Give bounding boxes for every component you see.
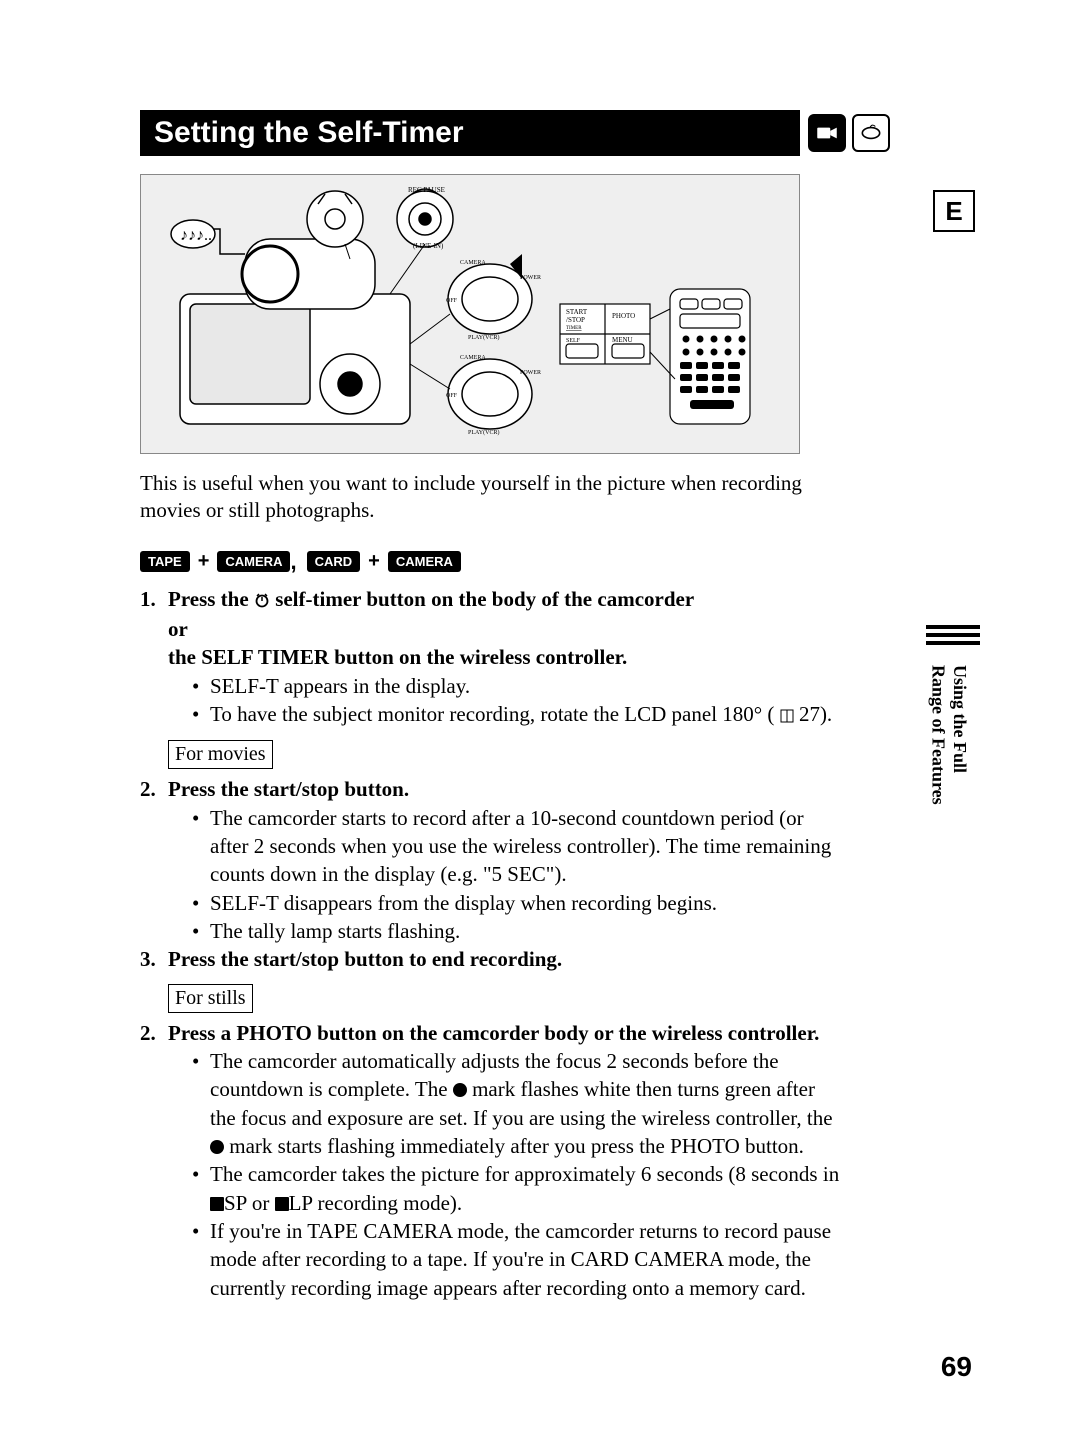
page-number: 69: [941, 1351, 972, 1383]
step-3-heading: 3. Press the start/stop button to end re…: [140, 945, 840, 973]
bullet: SELF-T disappears from the display when …: [192, 889, 840, 917]
step-2m-bullets: The camcorder starts to record after a 1…: [192, 804, 840, 946]
camcorder-illustration: ♪♪♪.. REC PAUSE (LINE-IN): [140, 174, 800, 454]
svg-text:POWER: POWER: [520, 370, 541, 376]
page-ref: 27: [799, 702, 820, 726]
section-label: Using the FullRange of Features: [927, 665, 970, 825]
svg-text:OFF: OFF: [446, 393, 458, 399]
camera-badge: CAMERA: [217, 551, 290, 572]
step-3-text: Press the start/stop button to end recor…: [168, 945, 840, 973]
step-number: 1.: [140, 585, 168, 615]
step-1-text-a: Press the: [168, 587, 254, 611]
page-ref-icon: [780, 702, 794, 730]
intro-text: This is useful when you want to include …: [140, 470, 820, 525]
for-stills-label: For stills: [168, 984, 253, 1013]
language-indicator: E: [933, 190, 975, 232]
bullet: The tally lamp starts flashing.: [192, 917, 840, 945]
page-title: Setting the Self-Timer: [140, 110, 800, 156]
svg-text:POWER: POWER: [520, 275, 541, 281]
step-1-line3: the SELF TIMER button on the wireless co…: [168, 643, 840, 671]
mode-icons: [808, 114, 890, 152]
instructions: 1. Press the self-timer button on the bo…: [140, 585, 840, 1303]
card-icon: [210, 1197, 224, 1211]
step-2s-text: Press a PHOTO button on the camcorder bo…: [168, 1019, 840, 1047]
step-number: 3.: [140, 945, 168, 973]
bullet: The camcorder takes the picture for appr…: [192, 1160, 840, 1217]
record-dot-icon: [453, 1083, 467, 1097]
svg-text:TIMER: TIMER: [566, 326, 582, 331]
section-marker-bars: [926, 625, 980, 649]
step-number: 2.: [140, 1019, 168, 1047]
bullet: The camcorder automatically adjusts the …: [192, 1047, 840, 1160]
step-2s-bullets: The camcorder automatically adjusts the …: [192, 1047, 840, 1302]
step-2m-heading: 2. Press the start/stop button.: [140, 775, 840, 803]
record-dot-icon: [210, 1140, 224, 1154]
step-1-heading: 1. Press the self-timer button on the bo…: [140, 585, 840, 615]
step-1-or: or: [168, 615, 840, 643]
card-icon: [275, 1197, 289, 1211]
svg-text:/STOP: /STOP: [566, 316, 585, 324]
svg-text:♪♪♪..: ♪♪♪..: [180, 227, 212, 244]
mode-badge-row: TAPE + CAMERA , CARD + CAMERA: [140, 549, 980, 575]
card-badge: CARD: [307, 551, 361, 572]
svg-text:OFF: OFF: [446, 298, 458, 304]
svg-text:SELF: SELF: [566, 338, 581, 344]
step-1-text-b: self-timer button on the body of the cam…: [275, 587, 694, 611]
svg-text:CAMERA: CAMERA: [460, 355, 486, 361]
bullet: SELF-T appears in the display.: [192, 672, 840, 700]
tape-badge: TAPE: [140, 551, 190, 572]
self-timer-icon: [254, 587, 270, 615]
bullet: The camcorder starts to record after a 1…: [192, 804, 840, 889]
plus-icon: +: [198, 550, 210, 573]
bullet: To have the subject monitor recording, r…: [192, 700, 840, 730]
svg-text:PLAY(VCR): PLAY(VCR): [468, 334, 499, 341]
movie-mode-icon: [808, 114, 846, 152]
plus-icon: +: [368, 550, 380, 573]
svg-text:CAMERA: CAMERA: [460, 260, 486, 266]
bullet: If you're in TAPE CAMERA mode, the camco…: [192, 1217, 840, 1302]
separator: ,: [290, 549, 296, 575]
step-2s-heading: 2. Press a PHOTO button on the camcorder…: [140, 1019, 840, 1047]
svg-text:PHOTO: PHOTO: [612, 312, 635, 320]
svg-text:(LINE-IN): (LINE-IN): [413, 242, 444, 250]
title-row: Setting the Self-Timer: [140, 110, 980, 156]
step-1-bullets: SELF-T appears in the display. To have t…: [192, 672, 840, 731]
svg-text:REC PAUSE: REC PAUSE: [408, 186, 445, 194]
camera-badge-2: CAMERA: [388, 551, 461, 572]
svg-text:PLAY(VCR): PLAY(VCR): [468, 429, 499, 436]
still-mode-icon: [852, 114, 890, 152]
svg-text:START: START: [566, 308, 588, 316]
for-movies-label: For movies: [168, 740, 273, 769]
svg-text:MENU: MENU: [612, 336, 633, 344]
step-number: 2.: [140, 775, 168, 803]
step-2m-text: Press the start/stop button.: [168, 775, 840, 803]
